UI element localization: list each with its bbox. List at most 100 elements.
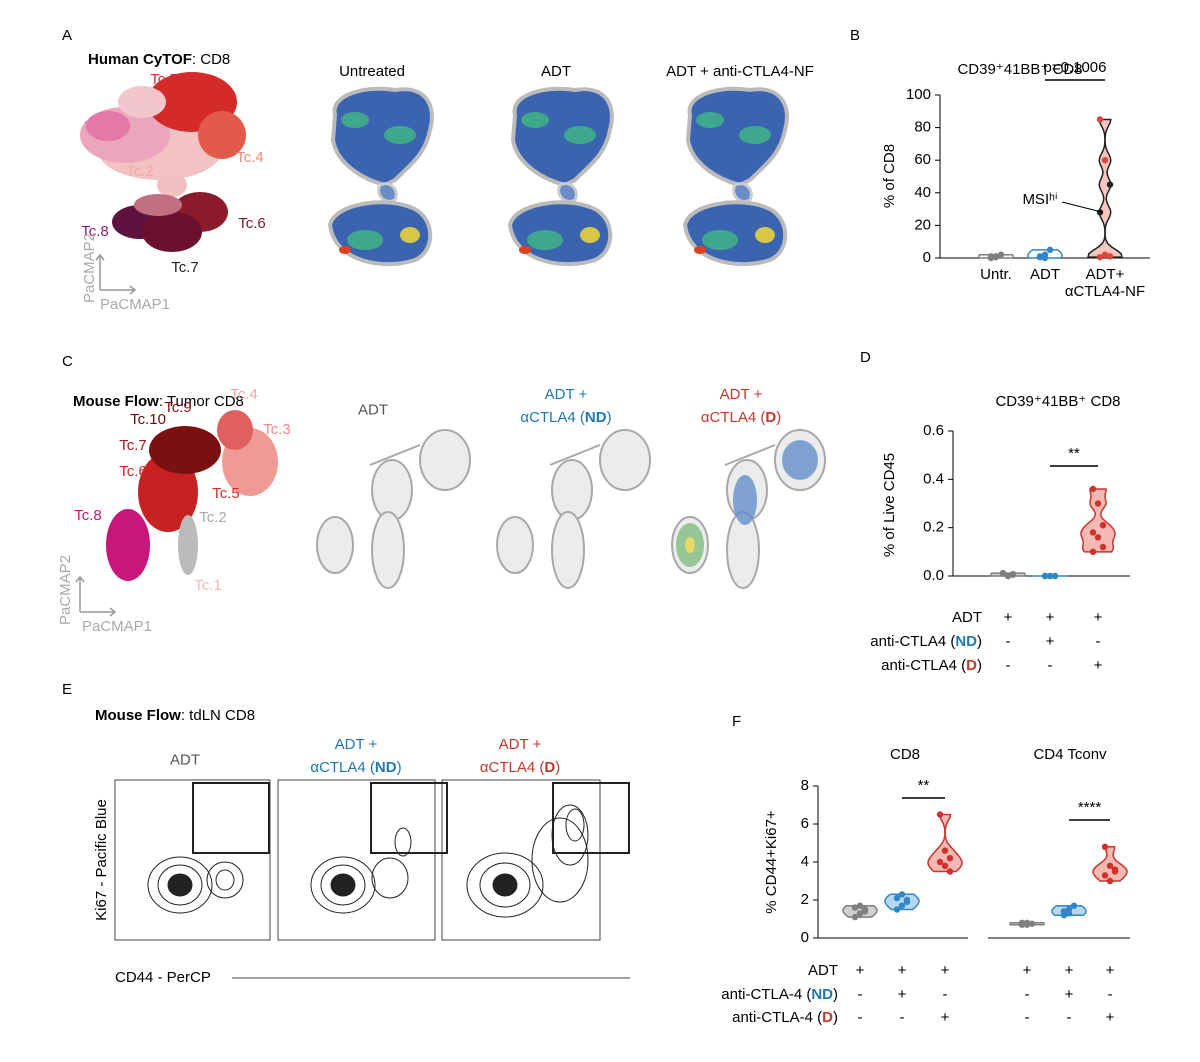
- panel-letter: A: [62, 27, 72, 44]
- flow-plots: [114, 779, 630, 979]
- contour: [531, 817, 589, 903]
- panel-title: Human CyTOF: CD8: [88, 51, 230, 68]
- annotation-line: [1061, 201, 1104, 213]
- condition-title-part: ND: [585, 409, 607, 426]
- chart-title: CD39⁺41BB⁺ CD8: [995, 393, 1120, 410]
- umap-region: [106, 509, 150, 581]
- data-point: [999, 569, 1007, 577]
- panel-title-part: : tdLN CD8: [181, 707, 255, 724]
- condition-label-part: anti-CTLA-4 (: [721, 986, 811, 1003]
- violin: [884, 893, 920, 911]
- y-tick-label: 0.0: [923, 567, 944, 584]
- y-tick-label: 80: [914, 119, 931, 136]
- data-point: [861, 908, 869, 915]
- data-point: [898, 891, 906, 898]
- data-point: [1094, 500, 1102, 507]
- data-point: [851, 913, 859, 921]
- condition-title: αCTLA4 (D): [480, 759, 560, 776]
- condition-label-part: ): [977, 657, 982, 674]
- panel-title-part: Human CyTOF: [88, 51, 192, 68]
- plot-frame: [441, 779, 601, 941]
- cluster-label: Tc.4: [236, 149, 264, 166]
- panel-title: Mouse Flow: Tumor CD8: [73, 393, 244, 410]
- umap-region: [198, 111, 246, 159]
- condition-title-part: ): [776, 409, 781, 426]
- condition-sign: -: [1067, 1009, 1072, 1026]
- condition-sign: -: [1025, 986, 1030, 1003]
- data-point: [1060, 908, 1068, 915]
- panel-letter: B: [850, 27, 860, 44]
- condition-sign: +: [898, 962, 907, 979]
- umap-region: [149, 426, 221, 474]
- contour: [371, 857, 409, 899]
- data-point: [1106, 877, 1114, 885]
- condition-title: ADT + anti-CTLA4-NF: [666, 63, 814, 80]
- condition-title: ADT: [170, 751, 200, 768]
- umap-region: [142, 212, 202, 252]
- condition-label-part: ND: [955, 633, 977, 650]
- condition-title: ADT: [358, 401, 388, 418]
- density-overlay: [676, 440, 818, 567]
- y-tick-label: 4: [801, 853, 809, 870]
- condition-sign: +: [856, 962, 865, 979]
- y-axis-label: % CD44+Ki67+: [763, 810, 780, 914]
- cluster-label: Tc.4: [230, 386, 258, 403]
- axis-label: PaCMAP1: [82, 618, 152, 635]
- x-tick-label: ADT: [1030, 266, 1060, 283]
- umap-region: [157, 173, 187, 197]
- condition-title-part: ): [397, 759, 402, 776]
- data-point: [856, 902, 864, 909]
- significance-label: **: [918, 777, 930, 794]
- contour: [394, 827, 412, 857]
- data-point: [1094, 534, 1102, 541]
- y-tick-label: 6: [801, 815, 809, 832]
- gate: [552, 782, 630, 854]
- density-spot: [685, 537, 695, 553]
- data-point: [1004, 572, 1012, 580]
- condition-sign: -: [943, 986, 948, 1003]
- x-tick-label: Untr.: [980, 266, 1012, 283]
- data-point: [898, 902, 906, 909]
- condition-sign: +: [1046, 609, 1055, 626]
- data-point: [1041, 572, 1049, 580]
- contour: [147, 856, 213, 914]
- axis-label: PaCMAP2: [57, 555, 74, 625]
- data-point: [1089, 485, 1097, 493]
- panel-letter: C: [62, 353, 73, 370]
- condition-sign: +: [1004, 609, 1013, 626]
- condition-title-part: ADT: [358, 401, 388, 418]
- condition-title-part: αCTLA4 (: [520, 409, 585, 426]
- cluster-label: Tc.1: [131, 89, 159, 106]
- data-point: [1101, 157, 1109, 164]
- data-point: [1089, 548, 1097, 556]
- cluster-label: Tc.8: [81, 223, 109, 240]
- axis-label: PaCMAP2: [81, 233, 98, 303]
- annotation: MSIʰⁱ: [1022, 191, 1057, 208]
- condition-title: ADT +: [499, 736, 542, 753]
- cluster-label: Tc.5: [212, 485, 240, 502]
- condition-title-part: ADT +: [545, 386, 588, 403]
- y-tick-label: 0.6: [923, 422, 944, 439]
- mouse-umap: [106, 410, 278, 581]
- panel-letter: F: [732, 713, 741, 730]
- cluster-label: Tc.5: [150, 71, 178, 88]
- condition-label-part: ND: [811, 986, 833, 1003]
- data-point: [1051, 572, 1059, 580]
- condition-title-part: D: [544, 759, 555, 776]
- cluster-label: Tc.7: [119, 437, 147, 454]
- condition-title-part: ADT: [170, 751, 200, 768]
- violin: [1027, 249, 1063, 259]
- y-tick-label: 100: [906, 86, 931, 103]
- data-point: [856, 910, 864, 917]
- cluster-label: Tc.2: [199, 509, 227, 526]
- data-point: [1106, 253, 1114, 260]
- data-point: [1106, 862, 1114, 869]
- data-point: [1099, 543, 1107, 551]
- condition-title: ADT: [541, 63, 571, 80]
- condition-title-part: αCTLA4 (: [701, 409, 766, 426]
- condition-title-part: ADT +: [499, 736, 542, 753]
- panel-title: Mouse Flow: tdLN CD8: [95, 707, 255, 724]
- data-point: [1089, 529, 1097, 536]
- axis-label: Ki67 - Pacific Blue: [93, 799, 110, 921]
- contour: [551, 804, 589, 866]
